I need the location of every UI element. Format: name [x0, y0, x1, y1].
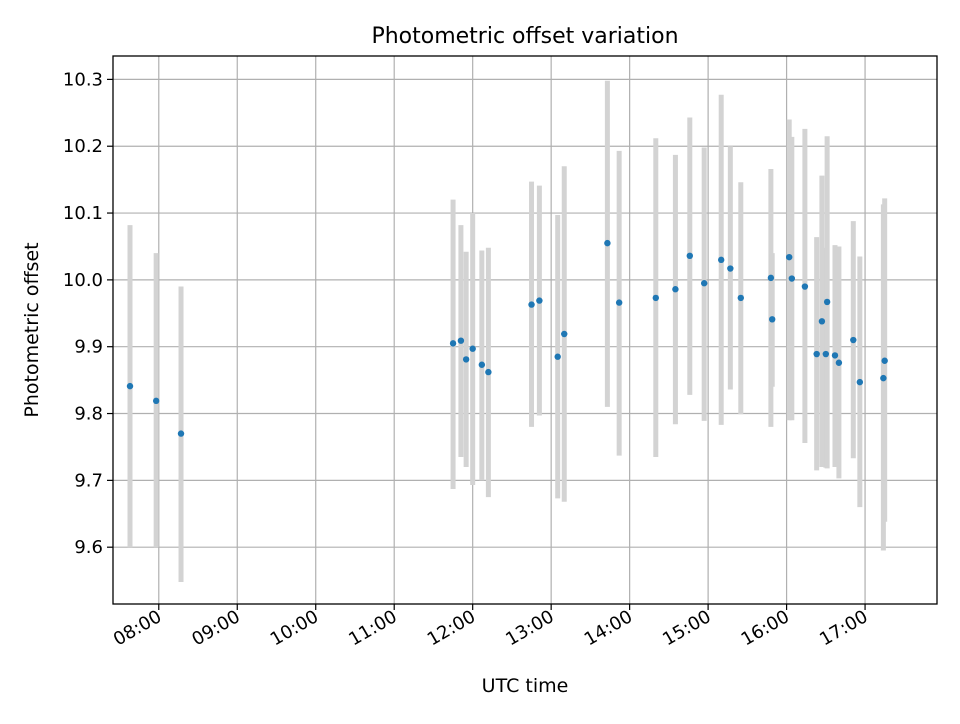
- data-point: [686, 252, 693, 260]
- y-tick-label: 10.1: [63, 203, 103, 224]
- data-point: [536, 297, 543, 304]
- plot-frame: [112, 55, 938, 605]
- y-tick-label: 10.2: [63, 136, 103, 157]
- data-point: [554, 353, 561, 360]
- data-point: [561, 330, 568, 338]
- data-point: [717, 256, 725, 264]
- data-point: [528, 301, 535, 308]
- y-tick-label: 9.6: [74, 537, 103, 558]
- data-point: [788, 275, 796, 282]
- data-point: [152, 397, 160, 405]
- data-point: [700, 280, 708, 287]
- y-tick-label: 10.0: [63, 270, 103, 291]
- data-point: [850, 336, 857, 344]
- data-point: [767, 274, 775, 282]
- y-tick-label: 9.9: [74, 337, 103, 358]
- data-point: [786, 253, 793, 261]
- y-tick-label: 9.7: [74, 470, 103, 491]
- data-point: [615, 299, 623, 306]
- data-point: [856, 378, 864, 386]
- data-point: [469, 345, 476, 352]
- data-point: [769, 316, 776, 323]
- y-tick-label: 9.8: [74, 404, 103, 425]
- data-point: [449, 340, 457, 347]
- data-point: [462, 356, 470, 363]
- y-axis-label: Photometric offset: [21, 242, 43, 417]
- data-point: [823, 298, 831, 306]
- data-point: [126, 382, 134, 390]
- data-point: [818, 318, 826, 325]
- data-point: [737, 294, 745, 302]
- grid: [113, 56, 937, 604]
- data-point: [604, 239, 611, 247]
- data-point: [727, 265, 734, 272]
- chart-title: Photometric offset variation: [371, 24, 678, 49]
- data-points: [126, 239, 888, 437]
- data-point: [485, 368, 492, 376]
- data-point: [822, 350, 830, 358]
- data-point: [672, 286, 679, 293]
- data-point: [652, 294, 659, 302]
- data-point: [457, 337, 465, 344]
- data-point: [880, 374, 887, 382]
- data-point: [801, 283, 809, 290]
- y-tick-label: 10.3: [63, 69, 103, 90]
- x-axis-label: UTC time: [482, 675, 569, 697]
- data-point: [177, 430, 185, 437]
- data-point: [831, 352, 839, 359]
- data-point: [835, 359, 843, 366]
- data-point: [478, 361, 486, 368]
- data-point: [813, 350, 820, 358]
- data-point: [881, 357, 888, 364]
